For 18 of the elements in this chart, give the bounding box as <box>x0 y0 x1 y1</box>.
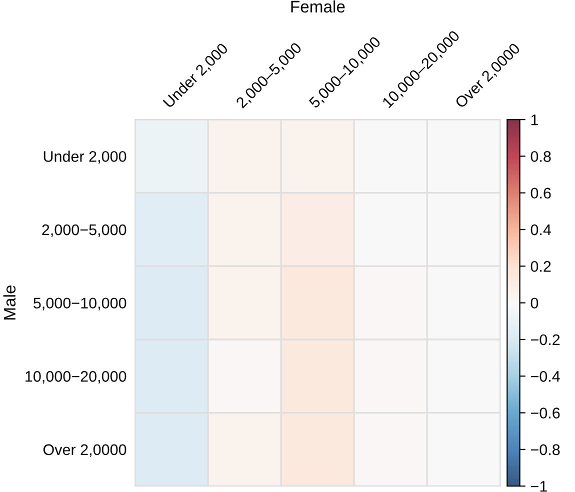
y-tick-label: Over 2,0000 <box>43 444 126 457</box>
color-bar-label: 0.6 <box>530 188 551 199</box>
color-bar-label: −1 <box>530 481 547 492</box>
color-bar-label: −0.4 <box>530 371 560 382</box>
color-bar-label: 0 <box>530 298 538 309</box>
color-bar-label: 0.2 <box>530 261 551 272</box>
y-tick-label: 5,000−10,000 <box>34 298 126 310</box>
y-tick-label: 2,000−5,000 <box>42 224 126 238</box>
x-axis-title: Female <box>291 0 345 13</box>
color-bar-label: −0.2 <box>530 334 560 346</box>
color-bar-label: 0.4 <box>530 224 552 236</box>
color-bar-label: −0.6 <box>530 408 560 418</box>
y-tick-label: Under 2,000 <box>44 150 126 164</box>
y-tick-label: 10,000−20,000 <box>26 371 126 384</box>
color-bar-label: 1 <box>531 114 538 126</box>
color-bar-label: 0.8 <box>530 151 551 162</box>
color-bar-label: −0.8 <box>530 444 560 456</box>
y-axis-title: Male <box>3 286 16 320</box>
